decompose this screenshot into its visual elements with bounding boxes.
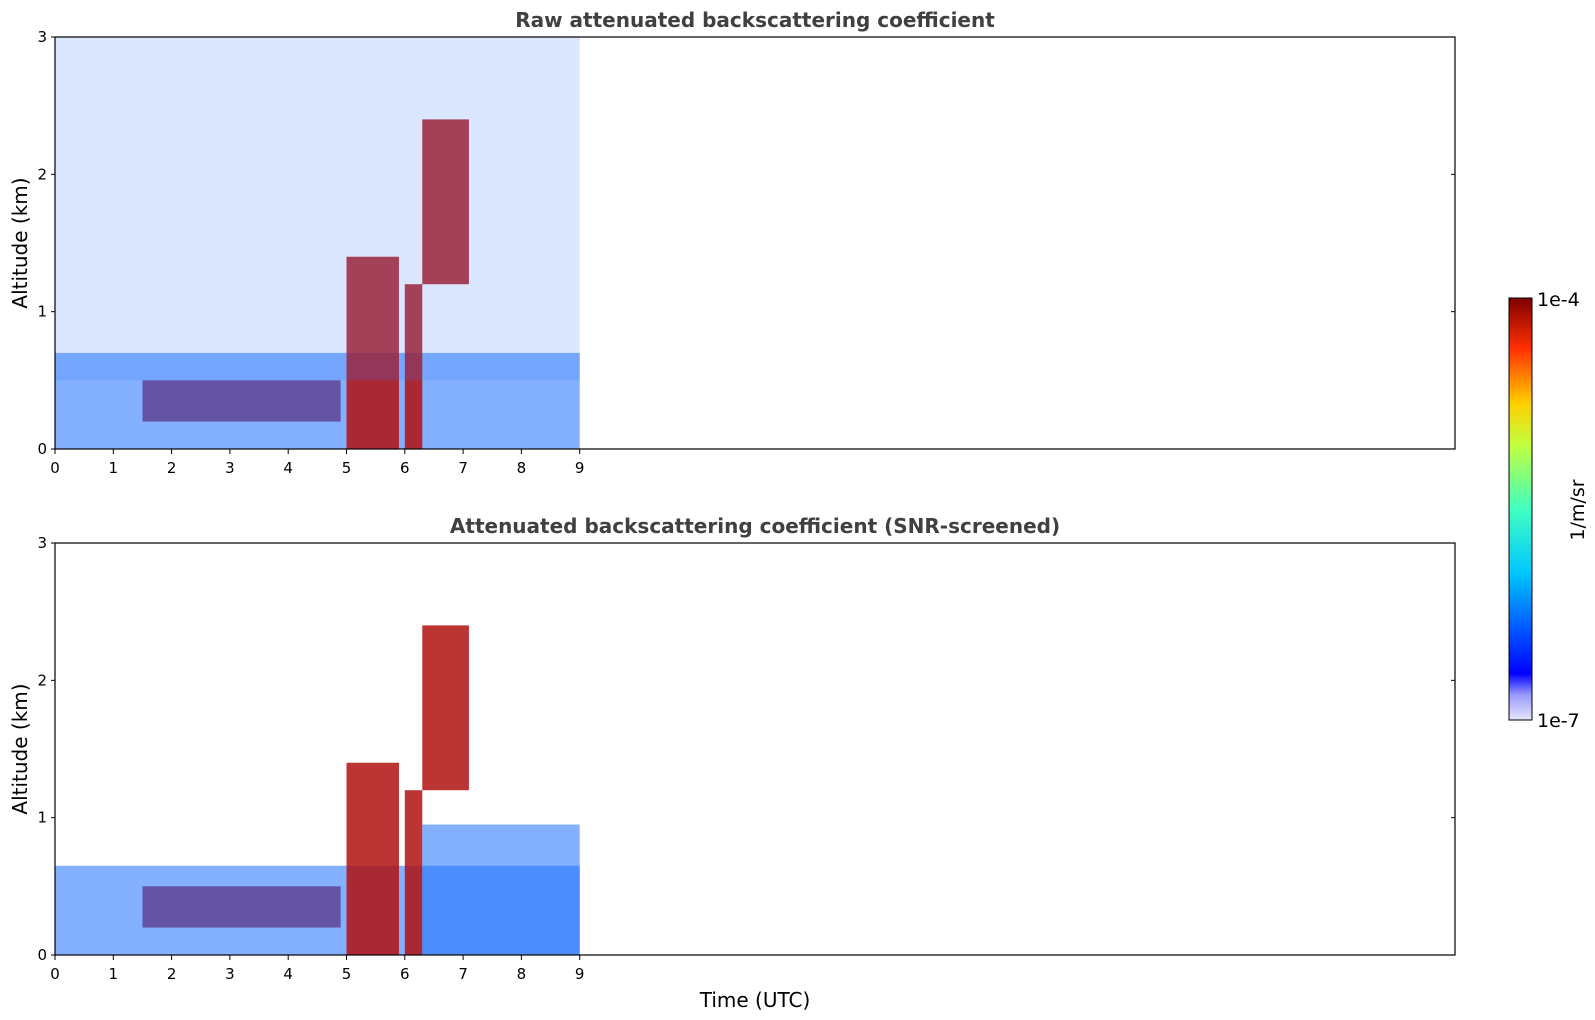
bottom-y-tick-label: 0 (37, 946, 47, 964)
bottom-y-axis-label: Altitude (km) (8, 683, 32, 814)
bottom-region-3 (404, 790, 423, 955)
bottom-x-tick-label: 7 (458, 965, 468, 983)
bottom-x-tick-label: 5 (342, 965, 352, 983)
top-x-tick-label: 6 (400, 459, 410, 477)
bottom-x-tick-label: 9 (575, 965, 585, 983)
bottom-panel: Attenuated backscattering coefficient (S… (8, 514, 1456, 1012)
bottom-region-2 (346, 762, 399, 955)
top-y-axis-label: Altitude (km) (8, 177, 32, 308)
colorbar-gradient (1508, 297, 1533, 721)
bottom-x-tick-label: 4 (283, 965, 293, 983)
colorbar: 1e-4 1e-7 1/m/sr (1508, 289, 1589, 732)
bottom-y-tick-label: 2 (37, 671, 47, 689)
top-heatmap (55, 37, 580, 449)
colorbar-max-label: 1e-4 (1537, 289, 1580, 311)
bottom-y-tick-label: 1 (37, 809, 47, 827)
top-x-tick-label: 0 (50, 459, 60, 477)
top-region-5 (55, 37, 580, 381)
top-x-tick-label: 4 (283, 459, 293, 477)
bottom-x-tick-label: 2 (167, 965, 177, 983)
top-y-tick-label: 0 (37, 440, 47, 458)
x-axis-label: Time (UTC) (699, 988, 811, 1012)
bottom-x-tick-label: 3 (225, 965, 235, 983)
top-y-tick-label: 3 (37, 28, 47, 46)
top-x-tick-label: 3 (225, 459, 235, 477)
bottom-y-tick-label: 3 (37, 534, 47, 552)
bottom-x-tick-label: 0 (50, 965, 60, 983)
top-y-tick-label: 1 (37, 303, 47, 321)
top-x-tick-label: 1 (109, 459, 119, 477)
bottom-chart-title: Attenuated backscattering coefficient (S… (450, 514, 1060, 538)
top-x-tick-label: 5 (342, 459, 352, 477)
top-x-tick-label: 8 (517, 459, 527, 477)
top-chart-title: Raw attenuated backscattering coefficien… (515, 8, 995, 32)
colorbar-min-label: 1e-7 (1537, 710, 1580, 732)
bottom-plot-frame (54, 542, 1456, 956)
top-region-4 (422, 119, 469, 285)
colorbar-unit-label: 1/m/sr (1567, 479, 1589, 540)
top-region-1 (55, 352, 580, 449)
bottom-region-4 (422, 625, 469, 791)
bottom-x-tick-label: 1 (109, 965, 119, 983)
top-panel: Raw attenuated backscattering coefficien… (8, 8, 1456, 477)
top-ticks: 0 1 2 3 4 5 6 7 8 9 0 1 2 3 (37, 28, 1455, 477)
top-y-tick-label: 2 (37, 165, 47, 183)
bottom-region-5 (422, 824, 580, 955)
top-region-3 (404, 284, 423, 449)
top-x-tick-label: 7 (458, 459, 468, 477)
bottom-ticks: 0 1 2 3 4 5 6 7 8 9 0 1 2 3 (37, 534, 1455, 983)
bottom-x-tick-label: 8 (517, 965, 527, 983)
top-x-tick-label: 9 (575, 459, 585, 477)
top-x-tick-label: 2 (167, 459, 177, 477)
bottom-x-tick-label: 6 (400, 965, 410, 983)
top-plot-frame (54, 36, 1456, 450)
top-region-2 (346, 256, 399, 449)
bottom-heatmap (55, 625, 580, 955)
